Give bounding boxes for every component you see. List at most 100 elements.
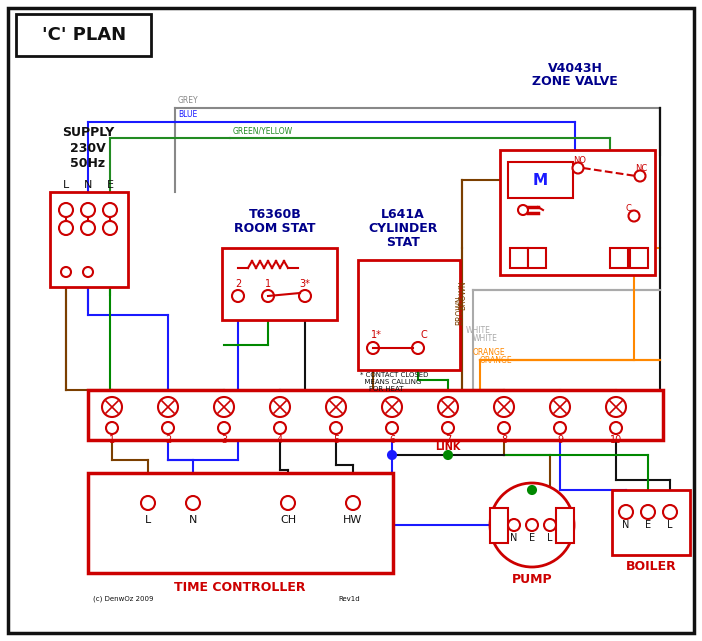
Text: 10: 10 bbox=[610, 435, 622, 445]
Circle shape bbox=[102, 397, 122, 417]
Text: N: N bbox=[622, 520, 630, 530]
Text: L: L bbox=[145, 515, 151, 525]
Text: T6360B: T6360B bbox=[249, 208, 301, 221]
Text: 230V: 230V bbox=[70, 142, 106, 154]
Text: BROWN: BROWN bbox=[458, 280, 467, 310]
Circle shape bbox=[388, 451, 396, 459]
Circle shape bbox=[628, 210, 640, 222]
Circle shape bbox=[641, 505, 655, 519]
Circle shape bbox=[508, 519, 520, 531]
Bar bbox=[556, 508, 574, 543]
Text: V4043H: V4043H bbox=[548, 62, 602, 75]
Text: ROOM STAT: ROOM STAT bbox=[234, 222, 316, 235]
Circle shape bbox=[550, 397, 570, 417]
Text: ORANGE: ORANGE bbox=[480, 356, 512, 365]
Bar bbox=[508, 162, 573, 198]
Text: LINK: LINK bbox=[435, 442, 461, 452]
Circle shape bbox=[158, 397, 178, 417]
Circle shape bbox=[326, 397, 346, 417]
Circle shape bbox=[214, 397, 234, 417]
Circle shape bbox=[59, 221, 73, 235]
Text: WHITE: WHITE bbox=[466, 326, 491, 335]
Circle shape bbox=[281, 496, 295, 510]
Bar bbox=[88, 473, 393, 573]
Bar bbox=[630, 248, 648, 268]
Circle shape bbox=[106, 422, 118, 434]
Text: Rev1d: Rev1d bbox=[338, 596, 359, 602]
Text: 7: 7 bbox=[445, 435, 451, 445]
Circle shape bbox=[663, 505, 677, 519]
Text: 2: 2 bbox=[235, 279, 241, 289]
Bar bbox=[500, 150, 655, 275]
Text: N: N bbox=[510, 533, 517, 543]
Bar bbox=[612, 490, 690, 555]
Bar bbox=[510, 248, 528, 268]
Circle shape bbox=[442, 422, 454, 434]
Text: TIME CONTROLLER: TIME CONTROLLER bbox=[174, 581, 306, 594]
Bar bbox=[490, 508, 508, 543]
Circle shape bbox=[162, 422, 174, 434]
Text: SUPPLY: SUPPLY bbox=[62, 126, 114, 138]
Circle shape bbox=[61, 267, 71, 277]
Text: 1*: 1* bbox=[371, 330, 381, 340]
Text: BLUE: BLUE bbox=[178, 110, 197, 119]
Text: BROWN: BROWN bbox=[455, 296, 464, 325]
Text: NO: NO bbox=[573, 156, 586, 165]
Text: 3: 3 bbox=[221, 435, 227, 445]
Text: L: L bbox=[63, 180, 69, 190]
Circle shape bbox=[59, 203, 73, 217]
Circle shape bbox=[619, 505, 633, 519]
Text: M: M bbox=[532, 172, 548, 188]
Text: L: L bbox=[667, 520, 673, 530]
Circle shape bbox=[346, 496, 360, 510]
Circle shape bbox=[81, 221, 95, 235]
Circle shape bbox=[528, 486, 536, 494]
Text: (c) DenwOz 2009: (c) DenwOz 2009 bbox=[93, 596, 154, 603]
Text: 'C' PLAN: 'C' PLAN bbox=[42, 26, 126, 44]
Text: 6: 6 bbox=[389, 435, 395, 445]
Circle shape bbox=[573, 163, 583, 174]
Circle shape bbox=[330, 422, 342, 434]
Text: 1: 1 bbox=[265, 279, 271, 289]
Circle shape bbox=[299, 290, 311, 302]
Circle shape bbox=[103, 203, 117, 217]
Circle shape bbox=[438, 397, 458, 417]
Circle shape bbox=[218, 422, 230, 434]
Circle shape bbox=[635, 171, 646, 181]
Bar bbox=[610, 248, 628, 268]
Bar bbox=[358, 260, 460, 370]
Text: N: N bbox=[189, 515, 197, 525]
Text: 50Hz: 50Hz bbox=[70, 156, 105, 169]
Circle shape bbox=[544, 519, 556, 531]
Text: 9: 9 bbox=[557, 435, 563, 445]
Bar bbox=[222, 248, 337, 320]
Text: STAT: STAT bbox=[386, 236, 420, 249]
Circle shape bbox=[386, 422, 398, 434]
Circle shape bbox=[141, 496, 155, 510]
Bar bbox=[528, 248, 546, 268]
Circle shape bbox=[382, 397, 402, 417]
Bar bbox=[16, 14, 151, 56]
Text: C: C bbox=[625, 203, 631, 213]
Text: C: C bbox=[420, 330, 428, 340]
Text: 5: 5 bbox=[333, 435, 339, 445]
Circle shape bbox=[498, 422, 510, 434]
Circle shape bbox=[494, 397, 514, 417]
Circle shape bbox=[103, 221, 117, 235]
Text: WHITE: WHITE bbox=[473, 333, 498, 342]
Text: PUMP: PUMP bbox=[512, 573, 552, 586]
Text: E: E bbox=[529, 533, 535, 543]
Circle shape bbox=[526, 519, 538, 531]
Text: ZONE VALVE: ZONE VALVE bbox=[532, 75, 618, 88]
Text: 1: 1 bbox=[109, 435, 115, 445]
Circle shape bbox=[554, 422, 566, 434]
Text: E: E bbox=[107, 180, 114, 190]
Circle shape bbox=[232, 290, 244, 302]
Text: L: L bbox=[548, 533, 552, 543]
Text: CYLINDER: CYLINDER bbox=[369, 222, 437, 235]
Circle shape bbox=[367, 342, 379, 354]
Text: ORANGE: ORANGE bbox=[473, 347, 505, 356]
Text: CH: CH bbox=[280, 515, 296, 525]
Text: NC: NC bbox=[635, 163, 647, 172]
Text: N: N bbox=[84, 180, 92, 190]
